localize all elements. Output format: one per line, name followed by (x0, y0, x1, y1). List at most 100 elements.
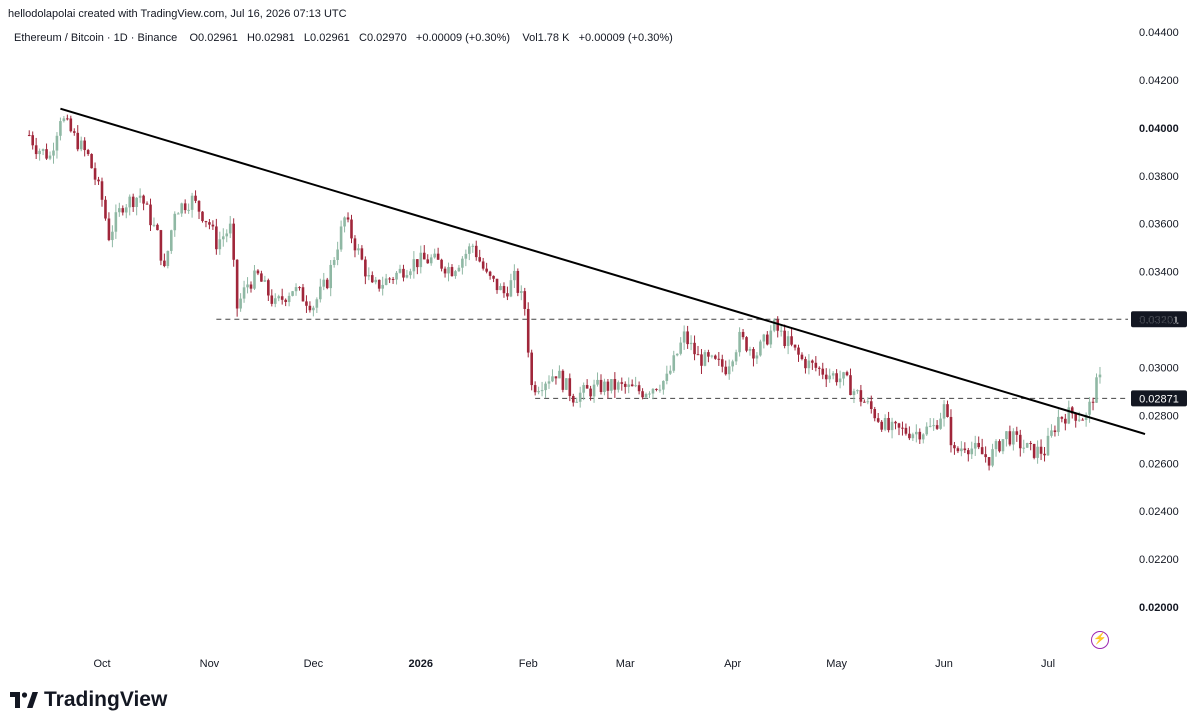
candle-body (838, 378, 842, 383)
candle-body (211, 224, 215, 227)
candle-body (568, 378, 572, 396)
candle-body (769, 330, 773, 345)
candle-body (734, 352, 738, 362)
candle-body (1029, 443, 1032, 445)
candle-body (499, 286, 502, 291)
candle-body (824, 374, 828, 380)
candle-body (135, 197, 138, 208)
candle-body (776, 319, 780, 331)
candle-body (707, 352, 710, 357)
candle-body (648, 393, 651, 395)
candle-body (859, 390, 863, 402)
candle-body (772, 319, 776, 331)
candle-body (766, 334, 769, 345)
candle-body (1070, 407, 1074, 414)
candle-body (551, 376, 554, 382)
candle-body (908, 433, 911, 439)
candle-body (118, 208, 121, 213)
candle-body (627, 384, 631, 387)
candle-body (173, 213, 177, 231)
volume-value: Vol1.78 K (522, 32, 570, 44)
candle-body (513, 270, 516, 281)
candle-body (953, 445, 956, 449)
candle-body (263, 280, 267, 282)
candle-body (811, 360, 814, 363)
brand: TradingView (10, 688, 167, 712)
candle-body (956, 448, 960, 452)
candle-body (554, 376, 558, 379)
candle-body (343, 217, 346, 227)
candle-body (873, 409, 877, 419)
candle-body (367, 275, 371, 277)
candle-body (1022, 447, 1026, 449)
candle-body (433, 253, 436, 258)
candle-body (1008, 431, 1012, 445)
candle-body (696, 354, 700, 356)
candle-body (738, 331, 741, 353)
brand-name: TradingView (44, 688, 168, 711)
candle-body (79, 140, 83, 150)
candle-body (970, 448, 974, 455)
candle-body (152, 224, 156, 226)
candle-body (66, 118, 69, 120)
candle-body (939, 418, 942, 429)
candle-body (145, 203, 149, 205)
candle-body (1018, 434, 1022, 449)
candle-body (336, 249, 339, 261)
candle-body (977, 442, 980, 448)
price-level-tag (1131, 390, 1187, 407)
candle-body (256, 270, 260, 274)
candle-body (353, 238, 357, 251)
candle-body (717, 358, 721, 360)
candle-body (890, 421, 894, 431)
candle-body (925, 426, 929, 435)
candle-body (273, 298, 277, 304)
candle-body (187, 209, 190, 211)
candle-body (242, 287, 246, 299)
time-tick-label: Apr (724, 658, 741, 670)
candle-body (963, 448, 967, 451)
candle-body (93, 168, 97, 180)
symbol-name[interactable]: Ethereum / Bitcoin · 1D · Binance (14, 32, 178, 44)
price-tick-label: 0.02000 (1139, 602, 1179, 614)
candle-body (204, 221, 208, 223)
candle-body (883, 417, 887, 430)
candle-body (163, 260, 166, 267)
candle-body (828, 375, 831, 380)
candle-body (107, 218, 111, 241)
symbol-legend: Ethereum / Bitcoin · 1D · Binance O0.029… (14, 32, 673, 44)
candle-body (166, 250, 170, 267)
candle-body (613, 379, 617, 390)
candle-body (783, 330, 786, 347)
candle-body (246, 284, 249, 288)
price-tick-label: 0.02400 (1139, 506, 1179, 518)
candle-body (100, 181, 104, 200)
candle-body (481, 261, 485, 269)
candle-body (845, 372, 849, 376)
candle-body (197, 200, 201, 212)
candle-body (921, 434, 925, 440)
candle-body (315, 299, 319, 308)
candle-body (710, 355, 714, 357)
lightning-icon[interactable]: ⚡ (1091, 631, 1109, 649)
tradingview-logo-icon (10, 692, 38, 708)
candle-body (973, 442, 977, 449)
time-axis[interactable]: Oct Nov Dec 2026 Feb Mar Apr May Jun Jul (93, 658, 1055, 670)
candle-body (814, 362, 818, 368)
candle-body (679, 342, 682, 354)
candle-body (232, 223, 235, 260)
candle-body (461, 258, 464, 268)
trendline[interactable] (60, 107, 1146, 435)
candle-body (474, 245, 478, 258)
candle-body (724, 366, 728, 375)
price-axis[interactable]: 0.04400 0.04200 0.04000 0.03800 0.03600 0.034… (1139, 27, 1179, 614)
candle-body (1074, 413, 1078, 421)
candle-body (114, 212, 118, 232)
candle-body (852, 391, 856, 396)
ohlc-high: H0.02981 (247, 32, 295, 44)
candle-body (533, 385, 537, 393)
candle-body (55, 135, 59, 151)
candle-body (689, 342, 693, 345)
candle-body (124, 207, 128, 213)
